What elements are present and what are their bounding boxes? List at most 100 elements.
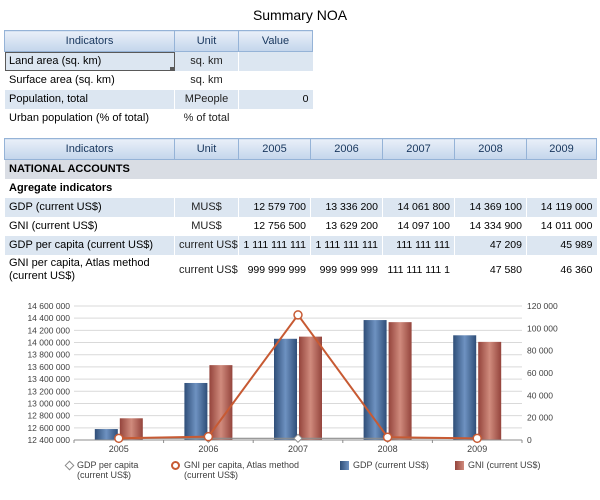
svg-text:80 000: 80 000 <box>527 346 553 356</box>
table-row[interactable]: Surface area (sq. km) sq. km <box>4 70 313 90</box>
circle-marker-icon <box>171 461 180 470</box>
table-row[interactable]: GDP (current US$) MUS$ 12 579 700 13 336… <box>4 197 597 217</box>
unit-cell[interactable]: current US$ <box>174 254 239 285</box>
value-cell[interactable] <box>238 108 313 128</box>
indicator-cell-selected[interactable]: Land area (sq. km) <box>4 51 175 71</box>
year-header-2006[interactable]: 2006 <box>310 138 383 160</box>
indicator-cell[interactable]: GDP (current US$) <box>4 197 175 217</box>
svg-text:12 600 000: 12 600 000 <box>27 423 70 433</box>
value-cell[interactable] <box>238 70 313 90</box>
svg-text:14 200 000: 14 200 000 <box>27 325 70 335</box>
diamond-marker-icon <box>64 460 75 471</box>
indicator-cell[interactable]: GNI (current US$) <box>4 216 175 236</box>
legend-item-gni-per-capita: GNI per capita, Atlas method (current US… <box>171 460 324 480</box>
unit-cell[interactable]: % of total <box>174 108 239 128</box>
legend-label: GNI per capita, Atlas method (current US… <box>184 460 300 480</box>
indicator-cell[interactable]: Urban population (% of total) <box>4 108 175 128</box>
value-cell[interactable]: 1 111 111 111 <box>238 235 311 255</box>
value-cell[interactable] <box>238 51 313 71</box>
table1-header-indicators[interactable]: Indicators <box>4 30 175 52</box>
table1-header-row: Indicators Unit Value <box>4 30 313 52</box>
value-cell[interactable]: 14 119 000 <box>526 197 597 217</box>
svg-text:12 400 000: 12 400 000 <box>27 435 70 445</box>
svg-text:2007: 2007 <box>288 444 308 454</box>
value-cell[interactable]: 999 999 999 <box>310 254 383 285</box>
svg-text:0: 0 <box>527 435 532 445</box>
table-row[interactable]: GNI (current US$) MUS$ 12 756 500 13 629… <box>4 216 597 236</box>
svg-text:13 400 000: 13 400 000 <box>27 374 70 384</box>
noa-chart[interactable]: 12 400 000 12 600 000 12 800 000 13 000 000… <box>2 292 598 498</box>
table-row[interactable]: Land area (sq. km) sq. km <box>4 51 313 71</box>
value-cell[interactable]: 111 111 111 <box>382 235 455 255</box>
unit-cell[interactable]: MUS$ <box>174 197 239 217</box>
svg-text:13 800 000: 13 800 000 <box>27 350 70 360</box>
gdp-swatch-icon <box>340 461 349 470</box>
svg-text:40 000: 40 000 <box>527 390 553 400</box>
value-cell[interactable]: 46 360 <box>526 254 597 285</box>
value-cell[interactable]: 111 111 111 1 <box>382 254 455 285</box>
table-row[interactable]: GDP per capita (current US$) current US$… <box>4 235 597 255</box>
unit-cell[interactable]: sq. km <box>174 70 239 90</box>
table-row[interactable]: Urban population (% of total) % of total <box>4 108 313 128</box>
section-label[interactable]: NATIONAL ACCOUNTS <box>4 159 597 179</box>
svg-text:13 600 000: 13 600 000 <box>27 362 70 372</box>
table1-header-unit[interactable]: Unit <box>174 30 239 52</box>
year-header-2007[interactable]: 2007 <box>382 138 455 160</box>
svg-text:2009: 2009 <box>467 444 487 454</box>
legend-item-gdp: GDP (current US$) <box>340 460 439 470</box>
legend-label: GDP per capita (current US$) <box>77 460 139 480</box>
value-cell[interactable]: 12 756 500 <box>238 216 311 236</box>
page-title: Summary NOA <box>252 7 348 23</box>
value-cell[interactable]: 14 061 800 <box>382 197 455 217</box>
table2-header-indicators[interactable]: Indicators <box>4 138 175 160</box>
svg-text:14 600 000: 14 600 000 <box>27 301 70 311</box>
table2-header-unit[interactable]: Unit <box>174 138 239 160</box>
value-cell[interactable]: 45 989 <box>526 235 597 255</box>
unit-cell[interactable]: current US$ <box>174 235 239 255</box>
unit-cell[interactable]: MPeople <box>174 89 239 109</box>
svg-text:60 000: 60 000 <box>527 368 553 378</box>
legend-item-gni: GNI (current US$) <box>455 460 552 470</box>
indicator-cell[interactable]: GDP per capita (current US$) <box>4 235 175 255</box>
svg-text:12 800 000: 12 800 000 <box>27 411 70 421</box>
year-header-2005[interactable]: 2005 <box>238 138 311 160</box>
table1-header-value[interactable]: Value <box>238 30 313 52</box>
section-row[interactable]: NATIONAL ACCOUNTS <box>4 159 597 179</box>
value-cell[interactable]: 1 111 111 111 <box>310 235 383 255</box>
value-cell[interactable]: 14 011 000 <box>526 216 597 236</box>
value-cell[interactable]: 999 999 999 <box>238 254 311 285</box>
table2-header-row: Indicators Unit 2005 2006 2007 2008 2009 <box>4 138 597 160</box>
value-cell[interactable]: 13 629 200 <box>310 216 383 236</box>
unit-cell[interactable]: sq. km <box>174 51 239 71</box>
value-cell[interactable]: 47 209 <box>454 235 527 255</box>
table-row[interactable]: GNI per capita, Atlas method (current US… <box>4 254 597 285</box>
indicators-value-table: Indicators Unit Value Land area (sq. km)… <box>4 30 313 128</box>
value-cell[interactable]: 12 579 700 <box>238 197 311 217</box>
legend-label: GNI (current US$) <box>468 460 541 470</box>
subsection-label[interactable]: Agregate indicators <box>4 178 597 198</box>
value-cell[interactable]: 14 097 100 <box>382 216 455 236</box>
legend-item-gdp-per-capita: GDP per capita (current US$) <box>64 460 155 480</box>
indicator-cell[interactable]: Population, total <box>4 89 175 109</box>
year-header-2008[interactable]: 2008 <box>454 138 527 160</box>
svg-text:2008: 2008 <box>378 444 398 454</box>
year-header-2009[interactable]: 2009 <box>526 138 597 160</box>
table-row[interactable]: Population, total MPeople 0 <box>4 89 313 109</box>
unit-cell[interactable]: MUS$ <box>174 216 239 236</box>
chart-plot-area: 12 400 000 12 600 000 12 800 000 13 000 000… <box>27 301 558 454</box>
svg-text:2005: 2005 <box>109 444 129 454</box>
chart-legend: GDP per capita (current US$) GNI per cap… <box>64 460 552 480</box>
value-cell[interactable]: 0 <box>238 89 313 109</box>
indicator-cell[interactable]: GNI per capita, Atlas method (current US… <box>4 254 175 285</box>
indicator-cell[interactable]: Surface area (sq. km) <box>4 70 175 90</box>
value-cell[interactable]: 47 580 <box>454 254 527 285</box>
svg-text:14 400 000: 14 400 000 <box>27 313 70 323</box>
svg-text:120 000: 120 000 <box>527 301 558 311</box>
value-cell[interactable]: 14 334 900 <box>454 216 527 236</box>
national-accounts-table: Indicators Unit 2005 2006 2007 2008 2009… <box>4 138 597 285</box>
svg-text:100 000: 100 000 <box>527 323 558 333</box>
value-cell[interactable]: 14 369 100 <box>454 197 527 217</box>
subsection-row[interactable]: Agregate indicators <box>4 178 597 198</box>
gni-swatch-icon <box>455 461 464 470</box>
value-cell[interactable]: 13 336 200 <box>310 197 383 217</box>
